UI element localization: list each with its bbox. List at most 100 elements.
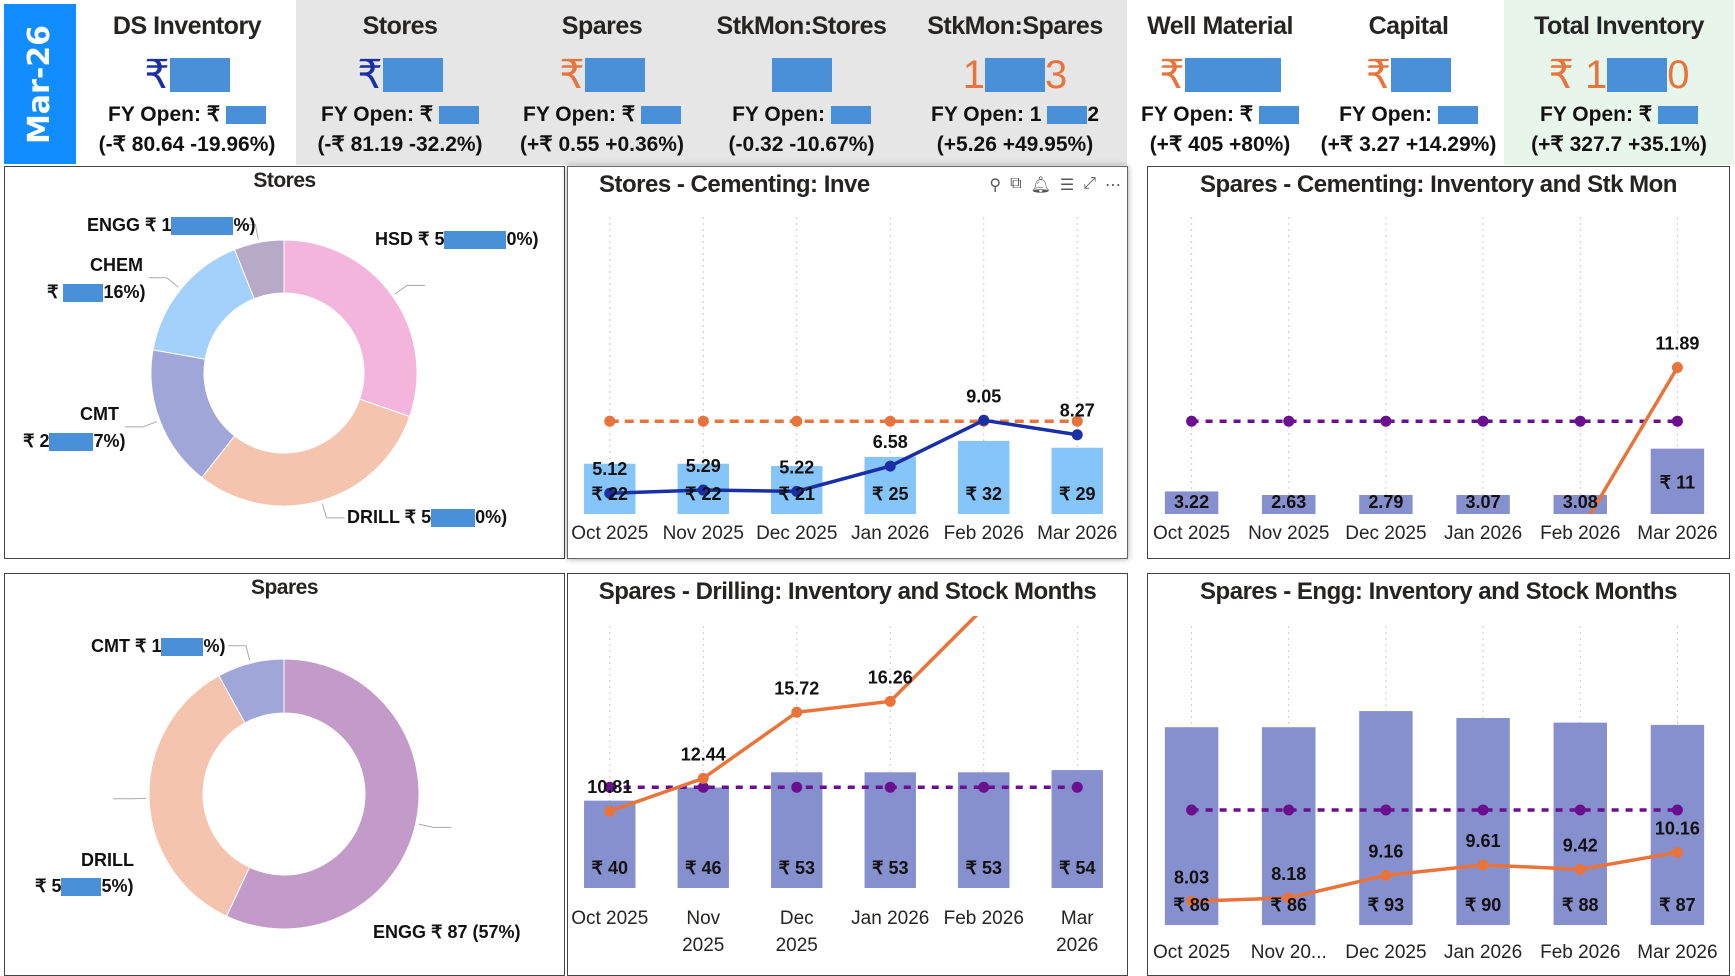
- x-tick-label: Feb 2026: [1540, 942, 1620, 963]
- kpi-card-stores[interactable]: Stores ₹ FY Open: ₹ (-₹ 81.19 -32.2%): [296, 0, 504, 165]
- pin-icon[interactable]: ⚲: [989, 177, 1002, 194]
- x-tick-line: Mar 2026: [1637, 942, 1717, 963]
- donut-slice-cmt: [218, 658, 285, 724]
- stock-months-data-label: 3.08: [1563, 492, 1598, 512]
- x-tick-line: Feb 2026: [944, 908, 1024, 929]
- stock-months-series: [1186, 846, 1683, 907]
- stock-months-point: [791, 706, 803, 718]
- kpi-fy-open: FY Open:: [700, 100, 903, 130]
- kpi-card-capital[interactable]: Capital ₹ FY Open: (+₹ 3.27 +14.29%): [1313, 0, 1504, 165]
- donut-slice-drill: [148, 675, 251, 917]
- stock-months-data-label: 9.16: [1368, 841, 1403, 861]
- bar-data-label: ₹ 11: [1660, 472, 1695, 492]
- stores-donut-chart: [124, 224, 426, 519]
- redacted-value: [771, 58, 832, 92]
- bar: [1359, 711, 1413, 925]
- target-point: [1574, 415, 1586, 427]
- kpi-change: (-₹ 80.64 -19.96%): [98, 133, 276, 156]
- redacted-value: [1437, 106, 1478, 125]
- redacted-value: [1658, 106, 1698, 125]
- bar-data-label: ₹ 32: [966, 484, 1002, 504]
- donut-label-cmt: CMT: [80, 404, 119, 424]
- stock-months-point: [697, 772, 709, 784]
- x-tick-label: Dec 2025: [776, 908, 818, 956]
- leader-line: [227, 645, 251, 661]
- donut-label-engg: ENGG ₹ 1%): [87, 215, 256, 236]
- x-tick-line: Jan 2026: [1444, 942, 1522, 963]
- stores-cementing-chart-panel[interactable]: Stores - Cementing: Inve ⚲ ⧉ 🔔︎ ☰ ⤢ ⋯ Oc…: [567, 166, 1128, 559]
- copy-icon[interactable]: ⧉: [1010, 175, 1022, 192]
- redacted-value: [1047, 106, 1088, 125]
- spares-cementing-chart-panel[interactable]: Spares - Cementing: Inventory and Stk Mo…: [1147, 166, 1730, 559]
- kpi-change: (+₹ 327.7 +35.1%): [1531, 133, 1707, 156]
- kpi-value-prefix: ₹: [144, 53, 170, 97]
- kpi-card-stkmon-stores[interactable]: StkMon:Stores FY Open: (-0.32 -10.67%): [700, 0, 903, 165]
- stock-months-data-label: 8.18: [1271, 864, 1306, 884]
- leader-line: [148, 277, 179, 288]
- x-tick-line: Oct 2025: [1153, 942, 1230, 963]
- bar: [1650, 724, 1705, 925]
- chart-title: Spares - Cementing: Inventory and Stk Mo…: [1200, 171, 1677, 198]
- stock-months-data-label: 12.44: [681, 744, 726, 764]
- stock-months-point: [1671, 846, 1683, 858]
- x-tick-line: 2025: [682, 935, 724, 956]
- bar-data-label: ₹ 29: [1059, 484, 1095, 504]
- kpi-change: (+5.26 +49.95%): [936, 133, 1094, 156]
- x-tick-line: Dec 2025: [756, 523, 837, 544]
- kpi-value-prefix: 1: [962, 52, 985, 97]
- bar: [1553, 722, 1607, 925]
- kpi-card-spares[interactable]: Spares ₹ FY Open: ₹ (+₹ 0.55 +0.36%): [504, 0, 700, 165]
- bar: [1650, 448, 1705, 514]
- more-options-icon[interactable]: ⋯: [1105, 177, 1121, 194]
- bar-data-label: ₹ 25: [872, 484, 908, 504]
- x-tick-line: Feb 2026: [1540, 942, 1620, 963]
- stock-months-line: [609, 418, 1078, 495]
- stores-cementing-chart: Oct 2025 Nov 2025 Dec 2025 Jan 2026 Feb 2026…: [571, 217, 1117, 544]
- bar-data-label: ₹ 93: [1368, 895, 1404, 915]
- donut-slice-drill: [201, 398, 411, 507]
- target-point: [1186, 804, 1198, 816]
- stores-donut-panel[interactable]: Stores ENGG ₹ 1%) HSD ₹ 5 0%) CHEM ₹ 16%)…: [4, 166, 565, 559]
- stock-months-data-label: 6.58: [873, 432, 908, 452]
- kpi-fy-open: FY Open: ₹: [296, 100, 504, 130]
- donut-label-cmt-value: ₹ 2 7%): [23, 431, 126, 452]
- panel-title: Spares: [250, 576, 319, 599]
- chart-title: Stores - Cementing: Inve: [599, 171, 870, 198]
- x-tick-line: Nov 2025: [1248, 523, 1329, 544]
- bar: [1262, 494, 1316, 514]
- spares-drilling-chart-panel[interactable]: Spares - Drilling: Inventory and Stock M…: [567, 573, 1128, 976]
- kpi-card-ds-inventory[interactable]: DS Inventory ₹ FY Open: ₹ (-₹ 80.64 -19.…: [78, 0, 296, 165]
- x-tick-line: Dec: [780, 908, 814, 929]
- donut-label-drill-value: ₹ 5 5%): [35, 876, 134, 897]
- stock-months-data-label: 8.03: [1174, 867, 1209, 887]
- target-point: [1380, 415, 1392, 427]
- target-point: [1477, 804, 1489, 816]
- x-tick-label: Feb 2026: [944, 908, 1024, 929]
- stock-months-point: [791, 485, 803, 497]
- kpi-value: ₹: [1127, 50, 1313, 100]
- kpi-card-total-inventory[interactable]: Total Inventory ₹ 1 0 FY Open: ₹ (+₹ 327.…: [1504, 0, 1734, 165]
- stock-months-series: [1588, 362, 1683, 514]
- target-point: [604, 415, 616, 427]
- bell-icon[interactable]: 🔔︎: [1030, 177, 1051, 194]
- filter-icon[interactable]: ☰: [1059, 177, 1075, 194]
- x-tick-label: Mar 2026: [1637, 942, 1717, 963]
- bar-data-label: ₹ 22: [592, 484, 628, 504]
- stock-months-data-label: 9.61: [1466, 831, 1501, 851]
- kpi-change: (+₹ 3.27 +14.29%): [1320, 133, 1497, 156]
- focus-mode-icon[interactable]: ⤢: [1083, 175, 1096, 192]
- spares-engg-chart-panel[interactable]: Spares - Engg: Inventory and Stock Month…: [1147, 573, 1730, 976]
- kpi-value: ₹: [1313, 50, 1504, 100]
- bar: [1164, 491, 1219, 514]
- kpi-change: (-0.32 -10.67%): [728, 133, 875, 156]
- kpi-change: (+₹ 405 +80%): [1149, 133, 1291, 156]
- kpi-card-well-material[interactable]: Well Material ₹ FY Open: ₹ (+₹ 405 +80%): [1127, 0, 1313, 165]
- target-point: [697, 781, 709, 793]
- bar: [1359, 494, 1413, 514]
- x-tick-line: Dec 2025: [1345, 523, 1426, 544]
- donut-label-hsd: HSD ₹ 5 0%): [375, 229, 539, 250]
- stock-months-point: [1380, 869, 1392, 881]
- period-label: Mar-26: [22, 24, 58, 144]
- spares-donut-panel[interactable]: Spares CMT ₹ 1%) DRILL ₹ 5 5%) ENGG ₹ 87 …: [4, 573, 565, 976]
